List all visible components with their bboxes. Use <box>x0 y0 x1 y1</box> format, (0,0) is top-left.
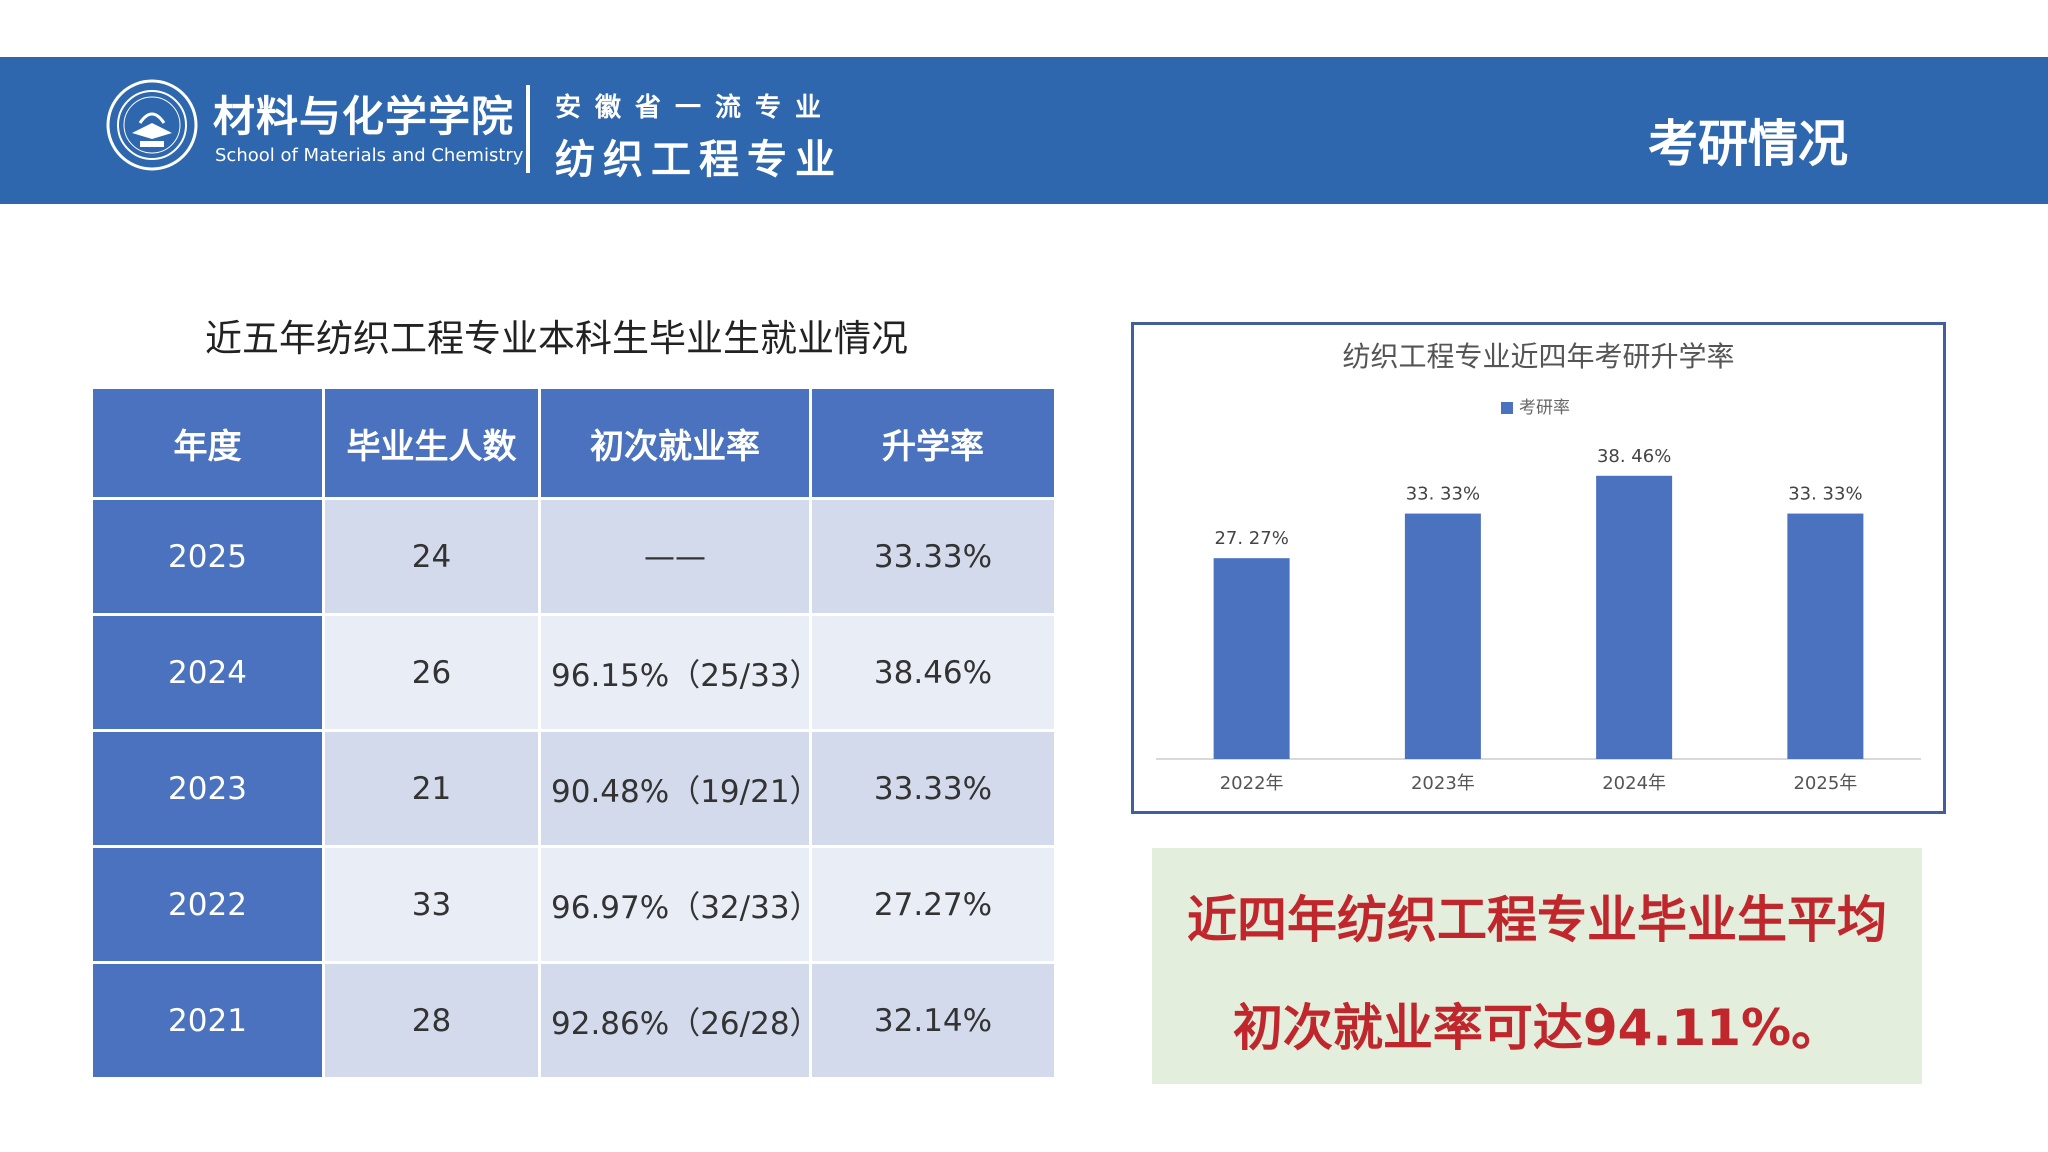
header-divider <box>526 85 530 173</box>
data-label: 38. 46% <box>1597 446 1671 467</box>
header-graduates: 毕业生人数 <box>325 389 538 497</box>
header-year: 年度 <box>93 389 322 497</box>
cell-year: 2021 <box>93 964 322 1077</box>
table-row: 2022 33 96.97%（32/33） 27.27% <box>93 848 1054 961</box>
cell-year: 2025 <box>93 500 322 613</box>
cell-employment-rate: 96.97%（32/33） <box>541 848 821 961</box>
header-further-study-rate: 升学率 <box>812 389 1054 497</box>
cell-further-study-rate: 33.33% <box>812 500 1054 613</box>
cell-employment-rate: 96.15%（25/33） <box>541 616 821 729</box>
header-employment-rate: 初次就业率 <box>541 389 809 497</box>
x-tick-label: 2023年 <box>1411 773 1475 794</box>
summary-line-1: 近四年纺织工程专业毕业生平均 <box>1187 891 1887 949</box>
cell-graduates: 24 <box>325 500 538 613</box>
data-label: 33. 33% <box>1406 484 1480 505</box>
x-tick-label: 2025年 <box>1793 773 1857 794</box>
employment-table: 年度 毕业生人数 初次就业率 升学率 2025 24 —— 33.33% 202… <box>90 386 1057 1080</box>
data-label: 27. 27% <box>1214 528 1288 549</box>
x-tick-label: 2024年 <box>1602 773 1666 794</box>
chart-frame: 纺织工程专业近四年考研升学率考研率 27. 27% 2022年 33. 33% 2023… <box>1131 322 1946 814</box>
cell-graduates: 26 <box>325 616 538 729</box>
bar <box>1596 475 1673 759</box>
cell-further-study-rate: 38.46% <box>812 616 1054 729</box>
cell-year: 2024 <box>93 616 322 729</box>
cell-graduates: 21 <box>325 732 538 845</box>
cell-year: 2023 <box>93 732 322 845</box>
page-title: 考研情况 <box>1648 115 1848 173</box>
cell-employment-rate: —— <box>541 500 809 613</box>
cell-employment-rate: 90.48%（19/21） <box>541 732 821 845</box>
bar <box>1787 513 1864 759</box>
header-bar: 材料与化学学院 School of Materials and Chemistr… <box>0 57 2048 204</box>
table-header-row: 年度 毕业生人数 初次就业率 升学率 <box>93 389 1054 497</box>
cell-further-study-rate: 33.33% <box>812 732 1054 845</box>
cell-year: 2022 <box>93 848 322 961</box>
university-seal-logo <box>106 79 198 171</box>
cell-further-study-rate: 32.14% <box>812 964 1054 1077</box>
data-label: 33. 33% <box>1788 484 1862 505</box>
bar <box>1404 513 1481 759</box>
cell-graduates: 33 <box>325 848 538 961</box>
table-row: 2021 28 92.86%（26/28） 32.14% <box>93 964 1054 1077</box>
summary-box: 近四年纺织工程专业毕业生平均 初次就业率可达94.11%。 <box>1152 848 1922 1084</box>
legend-swatch <box>1501 402 1513 414</box>
table-row: 2024 26 96.15%（25/33） 38.46% <box>93 616 1054 729</box>
summary-line-2: 初次就业率可达94.11%。 <box>1232 999 1842 1057</box>
legend-label: 考研率 <box>1519 398 1570 418</box>
cell-graduates: 28 <box>325 964 538 1077</box>
cell-further-study-rate: 27.27% <box>812 848 1054 961</box>
school-name-cn: 材料与化学学院 <box>213 92 515 141</box>
bar <box>1213 558 1290 759</box>
table-title: 近五年纺织工程专业本科生毕业生就业情况 <box>205 317 908 360</box>
province-label: 安徽省一流专业 <box>555 93 836 123</box>
x-tick-label: 2022年 <box>1220 773 1284 794</box>
major-label: 纺织工程专业 <box>555 137 843 183</box>
school-name-en: School of Materials and Chemistry <box>215 145 524 166</box>
table-row: 2025 24 —— 33.33% <box>93 500 1054 613</box>
cell-employment-rate: 92.86%（26/28） <box>541 964 821 1077</box>
table-row: 2023 21 90.48%（19/21） 33.33% <box>93 732 1054 845</box>
chart-title: 纺织工程专业近四年考研升学率 <box>1342 340 1734 373</box>
